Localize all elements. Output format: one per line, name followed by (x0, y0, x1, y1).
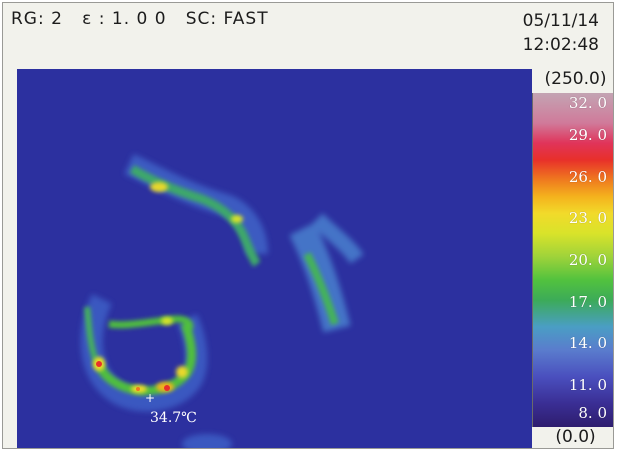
datetime-readout: 05/11/14 12:02:48 (523, 9, 599, 57)
spot-temperature-label: 34.7℃ (150, 410, 197, 426)
scale-tick: 26. 0 (568, 168, 607, 186)
date-label: 05/11/14 (522, 11, 599, 31)
scale-tick: 11. 0 (568, 376, 607, 394)
range-readout: RG: 2 (11, 9, 63, 29)
scale-min-label: (0.0) (555, 427, 596, 447)
scale-tick: 14. 0 (568, 334, 607, 352)
scale-tick: 17. 0 (568, 293, 607, 311)
thermal-camera-display: RG: 2 ε : 1. 0 0 SC: FAST 05/11/14 12:02… (2, 2, 614, 449)
status-bar: RG: 2 ε : 1. 0 0 SC: FAST (11, 9, 269, 29)
scale-tick: 23. 0 (568, 209, 607, 227)
scan-speed-readout: SC: FAST (185, 9, 269, 29)
scale-tick: 8. 0 (578, 404, 607, 422)
time-label: 12:02:48 (522, 35, 599, 55)
scale-tick: 32. 0 (568, 94, 607, 112)
scale-tick: 20. 0 (568, 251, 607, 269)
emissivity-readout: ε : 1. 0 0 (82, 9, 167, 29)
temperature-color-scale: 32. 0 29. 0 26. 0 23. 0 20. 0 17. 0 14. … (532, 93, 613, 427)
spot-cursor: + (145, 391, 155, 405)
scale-tick: 29. 0 (568, 126, 607, 144)
thermal-image: + 34.7℃ (17, 69, 532, 448)
thermal-image-view[interactable]: + 34.7℃ (17, 69, 532, 448)
scale-max-label: (250.0) (544, 69, 607, 89)
